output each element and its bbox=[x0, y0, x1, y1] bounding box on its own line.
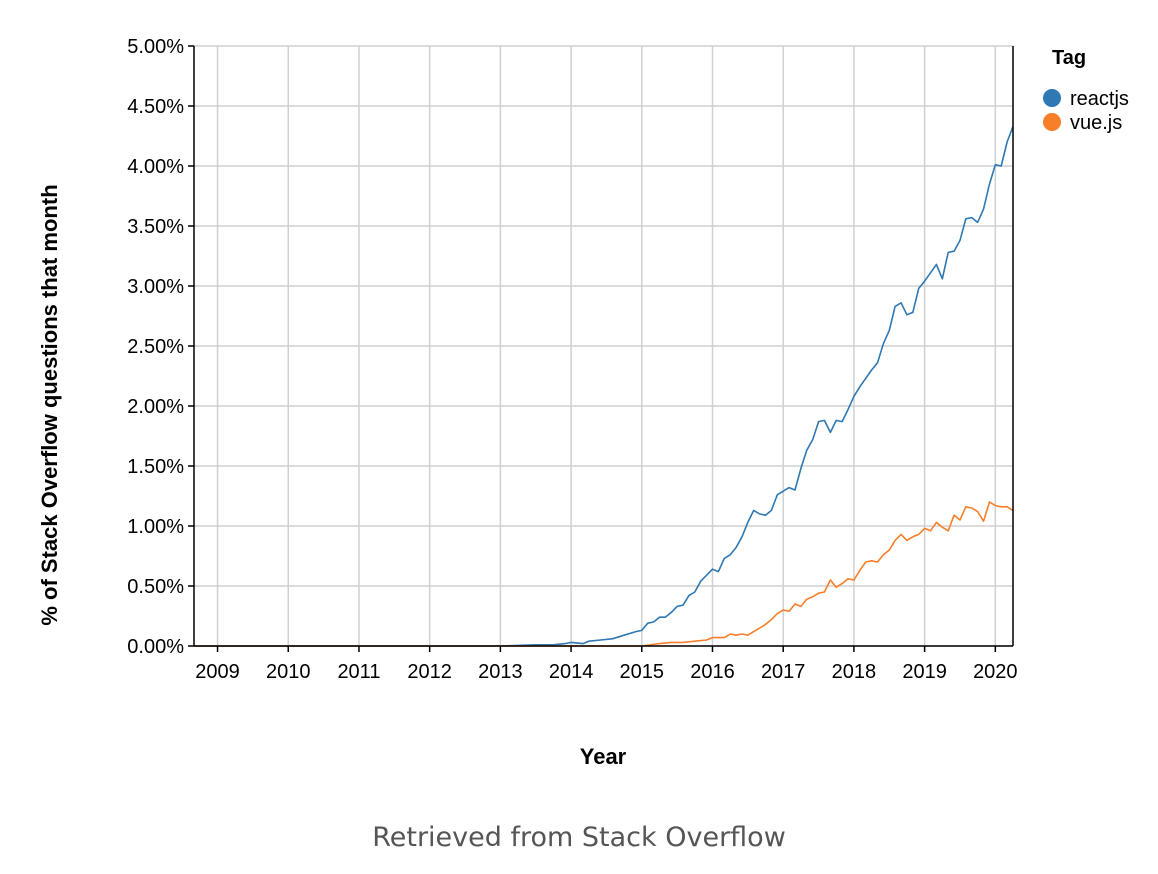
y-axis-title: % of Stack Overflow questions that month bbox=[37, 184, 62, 625]
x-tick-label: 2015 bbox=[620, 661, 665, 683]
x-tick-label: 2009 bbox=[195, 661, 240, 683]
legend-label: vue.js bbox=[1070, 112, 1122, 134]
y-tick-label: 3.50% bbox=[127, 216, 184, 238]
x-tick-label: 2011 bbox=[337, 661, 380, 683]
y-tick-label: 0.50% bbox=[127, 576, 184, 598]
y-tick-label: 4.50% bbox=[127, 96, 184, 118]
x-tick-label: 2020 bbox=[973, 661, 1018, 683]
y-tick-label: 0.00% bbox=[127, 636, 184, 658]
y-tick-label: 2.50% bbox=[127, 336, 184, 358]
x-tick-label: 2012 bbox=[407, 661, 452, 683]
legend-label: reactjs bbox=[1070, 88, 1129, 110]
x-tick-label: 2013 bbox=[478, 661, 523, 683]
legend-title: Tag bbox=[1052, 47, 1086, 69]
y-tick-label: 3.00% bbox=[127, 276, 184, 298]
legend-swatch bbox=[1043, 113, 1061, 131]
y-tick-label: 1.50% bbox=[127, 456, 184, 478]
x-tick-label: 2017 bbox=[761, 661, 806, 683]
source-note: Retrieved from Stack Overflow bbox=[372, 822, 786, 853]
axis-layer bbox=[188, 45, 1014, 652]
x-tick-label: 2010 bbox=[266, 661, 311, 683]
y-tick-label: 5.00% bbox=[127, 36, 184, 58]
legend-swatch bbox=[1043, 89, 1061, 107]
x-tick-label: 2014 bbox=[549, 661, 594, 683]
x-tick-label: 2019 bbox=[902, 661, 947, 683]
series-line-reactjs bbox=[194, 126, 1014, 647]
series-line-vue-js bbox=[194, 501, 1014, 647]
tick-label-layer: 0.00% 0.50% 1.00% 1.50% 2.00% 2.50% 3.00% 3.50%… bbox=[127, 36, 1017, 683]
y-tick-label: 2.00% bbox=[127, 396, 184, 418]
y-tick-label: 4.00% bbox=[127, 156, 184, 178]
y-tick-label: 1.00% bbox=[127, 516, 184, 538]
line-chart: 0.00% 0.50% 1.00% 1.50% 2.00% 2.50% 3.00% 3.50%… bbox=[37, 36, 1129, 769]
series-layer bbox=[194, 126, 1014, 647]
grid-layer bbox=[194, 45, 1013, 647]
x-tick-label: 2018 bbox=[832, 661, 877, 683]
x-tick-label: 2016 bbox=[690, 661, 735, 683]
x-axis-title: Year bbox=[580, 744, 627, 769]
